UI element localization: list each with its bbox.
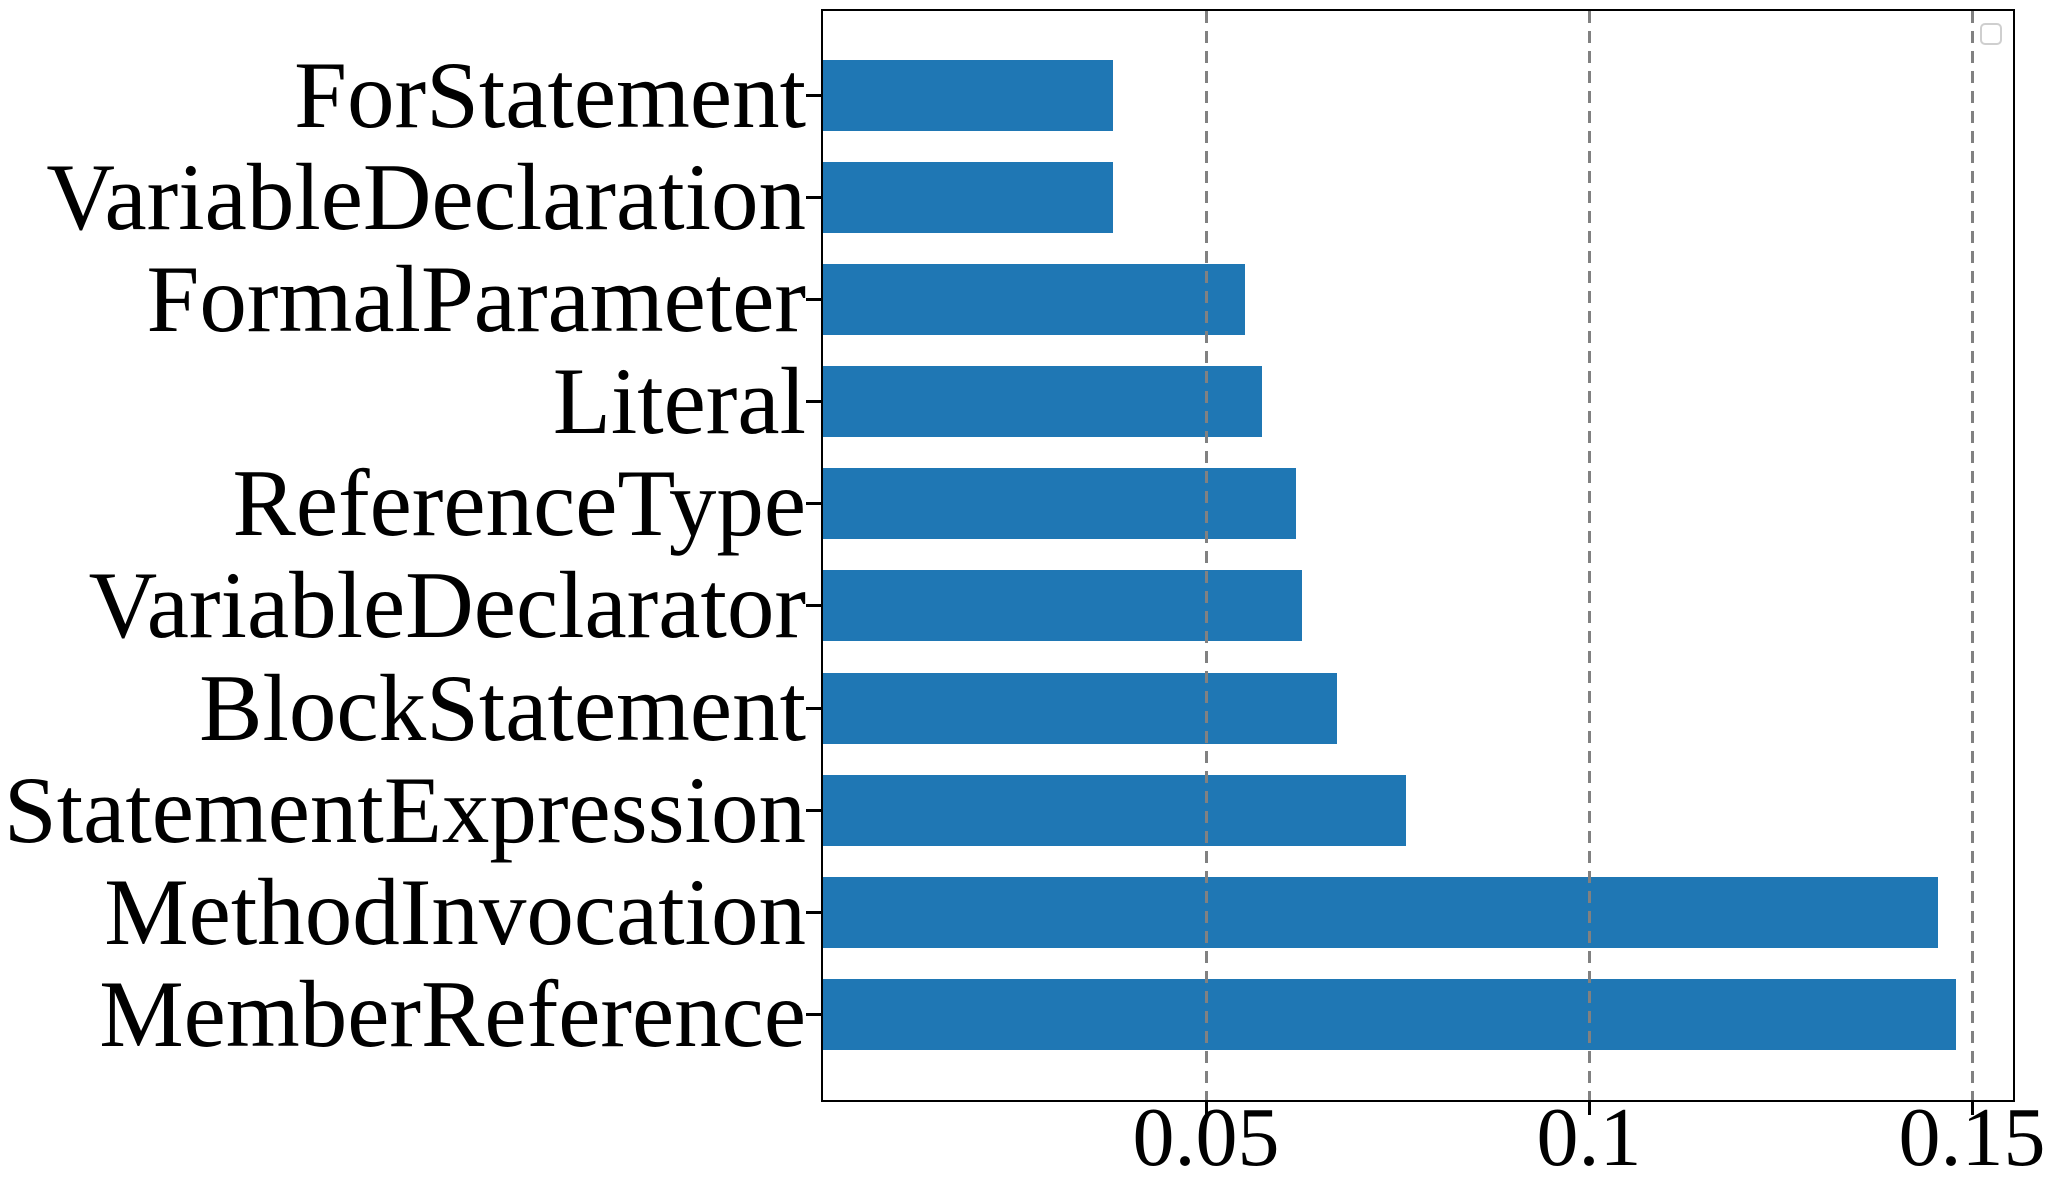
bar-methodinvocation (823, 876, 1938, 948)
gridline (1587, 11, 1591, 1100)
y-tick (806, 604, 821, 608)
y-tick (806, 195, 821, 199)
x-tick-label: 0.05 (1132, 1091, 1280, 1184)
y-axis-label: ReferenceType (232, 450, 806, 557)
y-axis-label: VariableDeclaration (46, 143, 806, 250)
y-axis-label: VariableDeclarator (88, 552, 806, 659)
y-tick (806, 808, 821, 812)
bar-blockstatement (823, 672, 1337, 744)
x-tick-label: 0.15 (1898, 1091, 2046, 1184)
x-tick (1204, 1101, 1208, 1115)
bar-variabledeclaration (823, 161, 1113, 233)
y-tick (806, 910, 821, 914)
y-axis-label: Literal (552, 348, 806, 454)
x-tick (1587, 1101, 1591, 1115)
bar-memberreference (823, 979, 1956, 1051)
bar-forstatement (823, 59, 1113, 131)
bar-formalparameter (823, 263, 1245, 335)
y-axis-label: StatementExpression (3, 756, 806, 863)
y-axis-label: MethodInvocation (104, 858, 806, 965)
y-axis-label: MemberReference (99, 961, 806, 1068)
y-axis-label: FormalParameter (146, 245, 806, 352)
y-tick (806, 1013, 821, 1017)
x-tick-label: 0.1 (1536, 1091, 1642, 1184)
bar-variabledeclarator (823, 570, 1302, 642)
y-axis-label: ForStatement (294, 41, 806, 148)
gridline (1970, 11, 1974, 1100)
y-tick (806, 400, 821, 403)
bar-literal (823, 366, 1262, 437)
bar-referencetype (823, 468, 1296, 540)
plot-area (821, 9, 2015, 1102)
x-tick (1970, 1101, 1974, 1115)
y-tick (806, 297, 821, 301)
y-tick (806, 706, 821, 710)
gridline (1204, 11, 1208, 1100)
bar-statementexpression (823, 774, 1406, 846)
y-tick (806, 93, 821, 97)
legend-box (1980, 23, 2002, 45)
y-axis-label: BlockStatement (199, 654, 806, 761)
y-tick (806, 502, 821, 506)
